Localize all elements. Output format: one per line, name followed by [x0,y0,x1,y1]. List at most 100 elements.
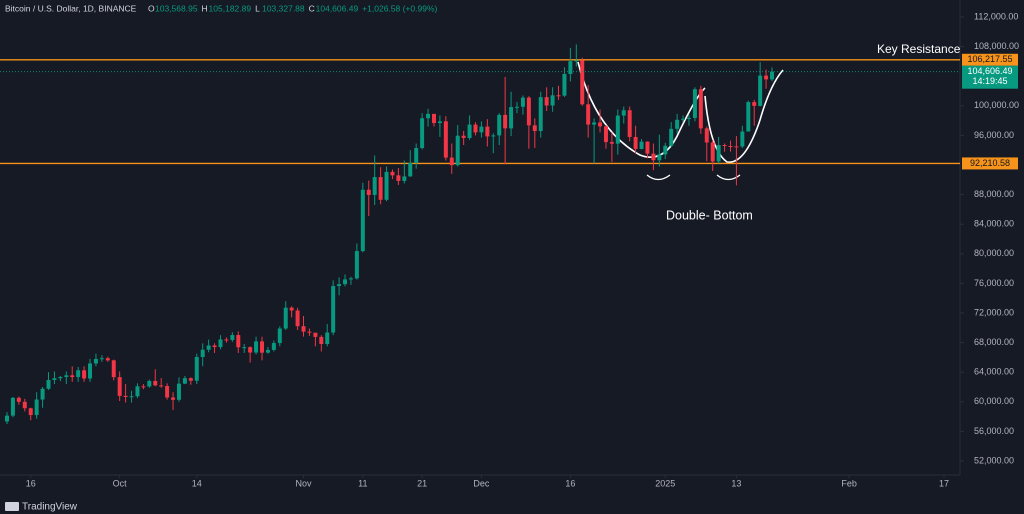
candle-body [254,341,259,353]
candle-body [307,331,312,333]
candle-body [200,349,205,358]
candle-body [746,102,751,132]
candle-body [22,401,27,409]
candle-body [319,336,324,345]
candle-body [236,335,241,348]
candle-body [46,379,51,389]
candle-body [586,104,591,125]
y-tick-label: 52,000.00 [974,455,1014,465]
x-tick-label: 13 [731,478,741,488]
y-tick-label: 60,000.00 [974,396,1014,406]
candle-body [147,380,152,387]
candle-body [758,75,763,106]
candle-body [669,128,674,146]
candle-body [248,347,253,353]
candle-body [645,141,650,154]
bottom-mark [646,174,671,181]
candle-body [449,157,454,166]
candle-body [461,135,466,138]
candle-body [218,339,223,348]
candle-body [289,307,294,311]
candle-body [686,117,691,119]
candle-body [171,397,176,400]
candle-body [467,124,472,138]
y-tick-label: 56,000.00 [974,426,1014,436]
candle-body [426,113,431,119]
watermark: TradingView [22,502,78,513]
x-tick-label: 2025 [655,478,675,488]
candle-body [99,358,104,360]
y-tick-label: 80,000.00 [974,248,1014,258]
candle-body [40,388,45,400]
candle-body [111,360,116,378]
candle-body [384,171,389,200]
ohlc-key: H [202,3,208,13]
x-tick-label: Oct [113,478,128,488]
annotation: Double- Bottom [666,208,753,222]
x-tick-label: 16 [26,478,36,488]
ohlc-readout: O 103,568.95 H 105,182.89 L 103,327.88 C 104,60… [148,3,437,13]
candle-body [716,145,721,162]
symbol: Bitcoin / U.S. Dollar, 1D, BINANCE [5,3,137,13]
y-tick-label: 88,000.00 [974,189,1014,199]
candle-body [657,154,662,161]
y-tick-label: 108,000.00 [974,41,1019,51]
candle-body [621,110,626,116]
candle-body [360,189,365,252]
candle-body [562,73,567,96]
candle-body [16,397,21,402]
candle-body [153,380,158,386]
candle-body [609,142,614,144]
candle-body [372,177,377,195]
candle-body [574,60,579,62]
candle-body [479,126,484,133]
annotation: Key Resistance [877,42,961,56]
candle-body [443,121,448,158]
candle-body [242,347,247,349]
candle-body [348,278,353,280]
y-tick-label: 84,000.00 [974,219,1014,229]
candle-body [265,349,270,353]
candle-body [544,97,549,106]
candle-body [277,328,282,344]
candle-body [135,386,140,397]
candle-body [141,386,146,388]
candle-body [224,339,229,341]
candle-body [295,310,300,327]
ohlc-value: 104,606.49 [316,3,359,13]
candle-body [770,71,775,80]
candle-body [28,408,33,416]
candle-body [633,136,638,149]
candle-body [283,307,288,329]
candle-body [64,375,69,378]
candle-body [230,335,235,340]
candle-body [123,395,128,397]
candle-body [520,97,525,107]
candle-body [420,118,425,149]
candle-body [675,119,680,129]
candle-body [615,115,620,144]
y-tick-label: 96,000.00 [974,130,1014,140]
countdown: 14:19:45 [972,76,1007,86]
candle-body [117,377,122,396]
candle-body [509,107,514,129]
y-tick-label: 72,000.00 [974,307,1014,317]
candle-body [473,124,478,133]
candle-body [408,162,413,177]
candle-body [366,189,371,195]
candle-body [651,153,656,161]
candle-body [82,370,87,379]
candle-body [710,142,715,162]
pattern-curve [704,69,784,163]
candle-body [58,377,63,379]
level-tag [962,53,1018,66]
candle-body [301,326,306,332]
candle-body [70,375,75,378]
x-tick-label: 16 [565,478,575,488]
ohlc-key: O [148,3,155,13]
x-tick-label: Nov [296,478,313,488]
candle-body [402,176,407,181]
level-label: 106,217.55 [967,54,1012,64]
candle-body [105,358,110,361]
x-tick-label: Dec [473,478,490,488]
